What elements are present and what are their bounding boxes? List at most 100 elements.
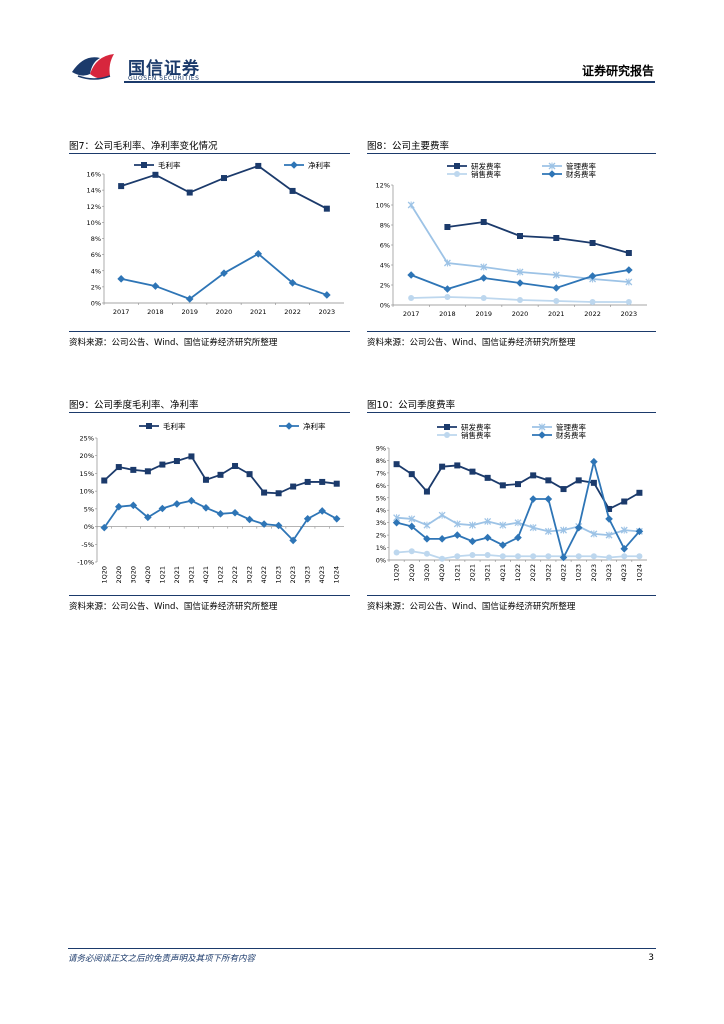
series-line	[120, 164, 328, 210]
data-point	[514, 519, 522, 527]
header-divider	[124, 81, 655, 83]
data-point	[480, 219, 487, 225]
figure-title: 图8：公司主要费率	[367, 141, 450, 152]
data-point	[443, 259, 451, 267]
data-point	[544, 527, 552, 535]
figure-source-rule	[69, 331, 350, 332]
data-point	[255, 162, 262, 169]
x-tick-label: 2Q21	[173, 566, 181, 584]
x-tick-label: 2Q22	[231, 566, 239, 584]
data-point	[484, 474, 491, 481]
data-point	[115, 464, 122, 471]
y-tick-label: 20%	[80, 452, 94, 460]
data-point	[444, 294, 451, 300]
data-point	[118, 183, 125, 190]
data-point	[529, 524, 537, 532]
x-tick-label: 3Q21	[484, 564, 492, 582]
data-point	[574, 523, 583, 532]
data-point	[530, 553, 537, 560]
y-tick-label: 0%	[91, 300, 101, 308]
figure-source-rule	[367, 595, 656, 596]
y-tick-label: -10%	[77, 559, 94, 567]
data-point	[408, 295, 415, 301]
data-point	[407, 271, 415, 279]
data-point	[439, 555, 446, 562]
data-point	[393, 549, 400, 556]
y-tick-label: 4%	[380, 262, 390, 270]
x-tick-label: 3Q21	[187, 566, 195, 584]
data-point	[553, 298, 560, 304]
data-point	[625, 266, 633, 274]
x-tick-label: 2022	[284, 308, 301, 316]
data-point	[625, 299, 632, 305]
logo-text-en: GUOSEN SECURITIES	[128, 75, 200, 82]
x-tick-label: 1Q20	[393, 564, 401, 582]
x-tick-label: 1Q21	[453, 564, 461, 582]
data-point	[499, 553, 506, 560]
data-point	[590, 530, 598, 538]
series-line	[396, 461, 641, 561]
data-point	[625, 250, 632, 256]
legend-marker	[444, 432, 450, 438]
data-point	[274, 521, 283, 530]
figure-source-rule	[367, 331, 656, 332]
data-point	[499, 521, 507, 529]
figure-title: 图9：公司季度毛利率、净利率	[69, 400, 199, 411]
x-tick-label: 1Q23	[575, 564, 583, 582]
data-point	[144, 513, 152, 522]
y-tick-label: 1%	[376, 544, 386, 552]
x-tick-label: 1Q20	[100, 566, 108, 584]
data-point	[575, 553, 582, 560]
data-point	[621, 553, 628, 560]
chart-expense-ratios: 0% 2% 4% 6% 8% 10% 12% 2017 2018 2019 2020 2021 2022…	[376, 161, 647, 318]
x-tick-label: 2020	[216, 308, 233, 316]
footer-divider	[68, 948, 656, 949]
data-point	[552, 271, 560, 279]
data-point	[245, 515, 254, 524]
data-point	[588, 272, 597, 280]
data-point	[318, 507, 327, 515]
y-tick-label: 10%	[376, 202, 390, 210]
data-point	[289, 187, 296, 194]
y-tick-label: 5%	[376, 494, 386, 502]
y-tick-label: 6%	[376, 482, 386, 490]
data-point	[289, 536, 297, 545]
x-tick-label: 2017	[113, 308, 130, 316]
data-point	[323, 205, 330, 212]
y-tick-label: 6%	[91, 251, 101, 259]
x-tick-label: 4Q23	[620, 564, 628, 582]
x-tick-label: 4Q21	[499, 564, 507, 582]
legend-label: 研发费率	[471, 161, 501, 171]
x-tick-label: 3Q22	[246, 566, 254, 584]
data-point	[469, 468, 476, 475]
y-tick-label: 8%	[376, 457, 386, 465]
data-point	[590, 479, 597, 486]
y-tick-label: 10%	[80, 488, 94, 496]
data-point	[514, 533, 522, 542]
x-tick-label: 4Q22	[260, 566, 268, 584]
y-tick-label: 8%	[380, 222, 390, 230]
y-tick-label: 0%	[380, 302, 390, 310]
data-point	[545, 553, 552, 560]
data-point	[636, 553, 643, 560]
x-tick-label: 4Q20	[438, 564, 446, 582]
x-tick-label: 3Q20	[423, 564, 431, 582]
chart-gross-net-margin: 0% 2% 4% 6% 8% 10% 12% 14% 16% 2017 2018 2019 2020 20…	[87, 160, 344, 316]
y-tick-label: 14%	[87, 187, 101, 195]
x-tick-label: 2Q23	[590, 564, 598, 582]
x-tick-label: 2Q20	[115, 566, 123, 584]
x-tick-label: 2019	[475, 310, 492, 318]
data-point	[232, 462, 239, 469]
legend-marker	[454, 171, 460, 177]
y-tick-label: 0%	[376, 557, 386, 565]
data-point	[333, 480, 340, 487]
data-point	[620, 545, 629, 553]
figure-source-rule	[69, 595, 350, 596]
data-point	[144, 468, 151, 475]
data-point	[173, 500, 181, 508]
data-point	[544, 495, 553, 503]
legend-label: 管理费率	[556, 422, 586, 432]
x-tick-label: 2023	[319, 308, 336, 316]
x-tick-label: 2021	[548, 310, 565, 318]
data-point	[444, 224, 451, 230]
